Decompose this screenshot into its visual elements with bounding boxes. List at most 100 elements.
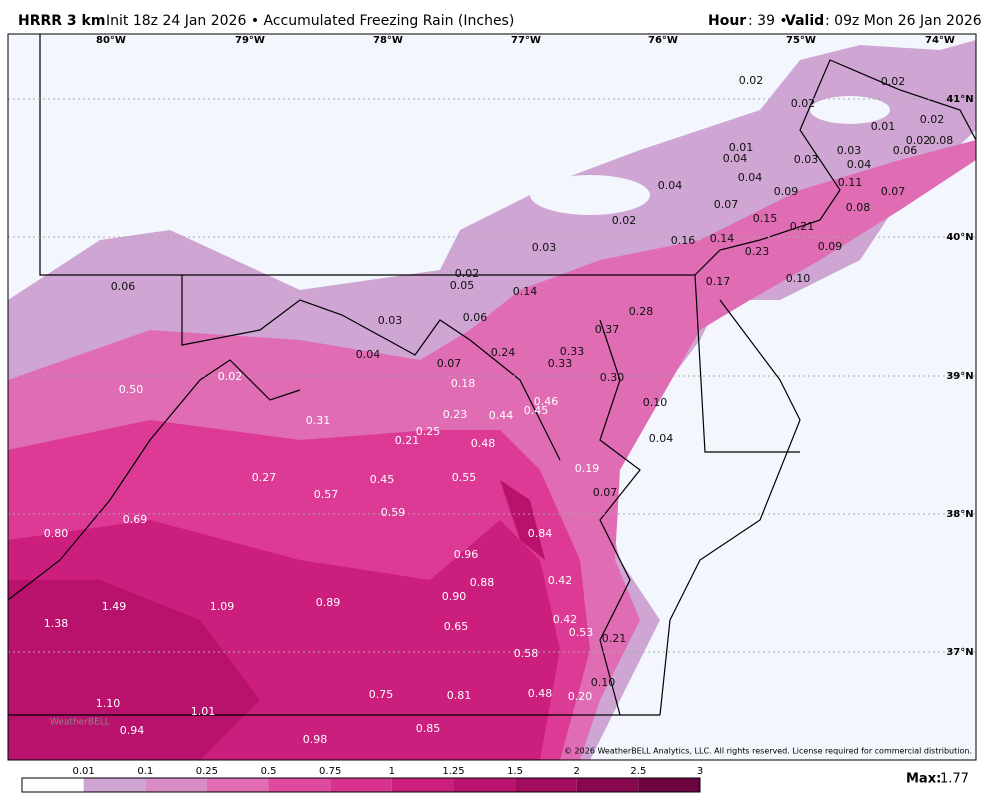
colorbar-swatch — [453, 778, 516, 792]
hour: : 39 • — [748, 13, 788, 29]
gap — [530, 175, 650, 215]
coast — [599, 319, 641, 716]
point-label: 0.06 — [463, 311, 488, 324]
colorbar-label: 0.25 — [196, 766, 218, 777]
point-label: 0.09 — [818, 240, 843, 253]
point-label: 0.94 — [120, 724, 145, 737]
point-label: 0.07 — [437, 357, 462, 370]
latitude-label: 37°N — [946, 647, 973, 658]
point-label: 0.84 — [528, 527, 553, 540]
init-product: Init 18z 24 Jan 2026 • Accumulated Freez… — [106, 13, 514, 29]
point-label: 0.08 — [846, 201, 871, 214]
point-label: 0.04 — [738, 171, 763, 184]
point-label: 0.30 — [600, 371, 625, 384]
point-label: 0.21 — [790, 220, 815, 233]
colorbar-label: 3 — [697, 766, 703, 777]
latitude-label: 38°N — [946, 509, 973, 520]
point-label: 0.23 — [443, 408, 468, 421]
shade — [500, 480, 545, 560]
longitude-label: 79°W — [235, 35, 265, 46]
point-label: 0.53 — [569, 626, 594, 639]
point-label: 0.33 — [548, 357, 573, 370]
point-label: 0.69 — [123, 513, 148, 526]
latitude-label: 39°N — [946, 371, 973, 382]
point-label: 0.33 — [560, 345, 585, 358]
copyright: © 2026 WeatherBELL Analytics, LLC. All r… — [564, 747, 972, 756]
point-label: 0.85 — [416, 722, 441, 735]
point-label: 0.25 — [416, 425, 441, 438]
point-label: 0.19 — [575, 462, 600, 475]
point-label: 0.02 — [791, 97, 816, 110]
point-label: 0.04 — [723, 152, 748, 165]
point-label: 0.96 — [454, 548, 479, 561]
point-label: 0.02 — [920, 113, 945, 126]
model: HRRR 3 km — [18, 13, 105, 29]
border — [8, 359, 301, 601]
point-label: 0.31 — [306, 414, 331, 427]
colorbar-swatch — [22, 778, 84, 792]
point-label: 0.01 — [871, 120, 896, 133]
point-label: 0.20 — [568, 690, 593, 703]
point-label: 1.38 — [44, 617, 69, 630]
point-label: 0.42 — [548, 574, 573, 587]
colorbar-label: 2.5 — [630, 766, 646, 777]
point-label: 0.45 — [524, 404, 549, 417]
point-label: 0.03 — [837, 144, 862, 157]
latitude-label: 40°N — [946, 232, 973, 243]
point-label: 0.58 — [514, 647, 539, 660]
point-label: 0.07 — [714, 198, 739, 211]
point-label: 0.09 — [774, 185, 799, 198]
point-label: 0.90 — [442, 590, 467, 603]
max-value: 1.77 — [940, 772, 969, 787]
map-frame — [7, 33, 977, 761]
point-label: 1.49 — [102, 600, 127, 613]
point-label: 0.07 — [593, 486, 618, 499]
colorbar-label: 0.01 — [73, 766, 95, 777]
hour-label: Hour — [708, 13, 746, 29]
point-label: 0.28 — [629, 305, 654, 318]
colorbar-swatch — [83, 778, 146, 792]
longitude-label: 78°W — [373, 35, 403, 46]
point-label: 1.01 — [191, 705, 216, 718]
point-label: 0.45 — [370, 473, 395, 486]
point-label: 0.23 — [745, 245, 770, 258]
point-label: 0.65 — [444, 620, 469, 633]
valid-label: Valid — [785, 13, 824, 29]
coast — [659, 299, 801, 716]
point-label: 0.57 — [314, 488, 339, 501]
point-label: 0.46 — [534, 395, 559, 408]
point-label: 0.88 — [470, 576, 495, 589]
point-label: 0.14 — [710, 232, 735, 245]
latitude-label: 41°N — [946, 94, 973, 105]
point-label: 0.03 — [378, 314, 403, 327]
point-label: 0.27 — [252, 471, 277, 484]
point-label: 0.02 — [455, 267, 480, 280]
point-label: 0.10 — [591, 676, 616, 689]
point-label: 0.81 — [447, 689, 472, 702]
colorbar-swatch — [145, 778, 207, 792]
colorbar-label: 0.1 — [137, 766, 153, 777]
colorbar-swatch — [391, 778, 454, 792]
point-label: 0.02 — [739, 74, 764, 87]
point-label: 0.02 — [881, 75, 906, 88]
point-label: 0.16 — [671, 234, 696, 247]
point-label: 0.11 — [838, 176, 863, 189]
max-label: Max: — [906, 772, 941, 787]
point-label: 0.18 — [451, 377, 476, 390]
point-label: 0.89 — [316, 596, 341, 609]
point-label: 0.10 — [643, 396, 668, 409]
point-label: 0.37 — [595, 323, 620, 336]
point-label: 0.02 — [906, 134, 931, 147]
point-label: 0.48 — [528, 687, 553, 700]
colorbar-swatch — [268, 778, 331, 792]
point-label: 0.02 — [218, 370, 243, 383]
point-label: 0.03 — [794, 153, 819, 166]
logo: WeatherBELL — [50, 718, 110, 728]
point-label: 0.21 — [602, 632, 627, 645]
coast — [694, 59, 976, 276]
point-label: 0.06 — [111, 280, 136, 293]
point-label: 1.09 — [210, 600, 235, 613]
point-label: 0.04 — [658, 179, 683, 192]
longitude-label: 74°W — [925, 35, 955, 46]
